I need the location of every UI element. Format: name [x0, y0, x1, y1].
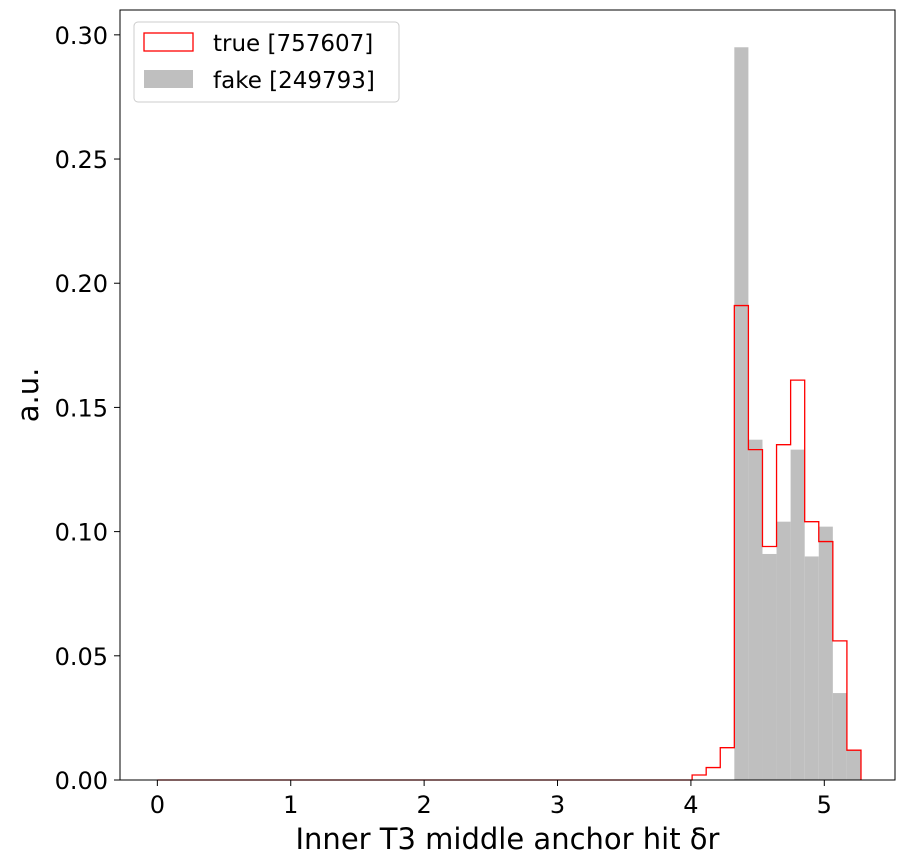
- y-tick-label: 0.10: [55, 519, 108, 547]
- y-axis-label: a.u.: [11, 368, 45, 423]
- fake-bar: [804, 556, 819, 780]
- x-tick-label: 0: [150, 791, 165, 819]
- fake-series-bars: [734, 47, 861, 781]
- y-tick-label: 0.20: [55, 270, 108, 298]
- y-tick-label: 0.00: [55, 767, 108, 795]
- x-axis-ticks: 0 1 2 3 4 5: [150, 780, 832, 819]
- y-tick-label: 0.30: [55, 22, 108, 50]
- legend: true [757607] fake [249793]: [133, 21, 400, 103]
- y-tick-label: 0.15: [55, 394, 108, 422]
- legend-fake-swatch: [144, 70, 193, 88]
- legend-fake-label: fake [249793]: [213, 68, 375, 94]
- x-axis-label: Inner T3 middle anchor hit δr: [296, 822, 720, 856]
- x-tick-label: 2: [416, 791, 431, 819]
- fake-bar: [832, 693, 847, 780]
- fake-bar: [776, 521, 791, 780]
- fake-bar: [818, 526, 833, 780]
- x-tick-label: 4: [683, 791, 698, 819]
- legend-true-label: true [757607]: [213, 31, 373, 57]
- fake-bar: [734, 47, 749, 781]
- plot-frame: [119, 9, 896, 781]
- y-axis-ticks: 0.00 0.05 0.10 0.15 0.20 0.25 0.30: [55, 22, 120, 795]
- fake-bar: [762, 553, 777, 780]
- x-tick-label: 1: [283, 791, 298, 819]
- legend-true-swatch: [143, 32, 194, 52]
- y-tick-label: 0.05: [55, 643, 108, 671]
- fake-bar: [748, 439, 763, 780]
- fake-bar: [846, 750, 861, 780]
- x-tick-label: 5: [817, 791, 832, 819]
- legend-box: [133, 21, 400, 103]
- y-tick-label: 0.25: [55, 146, 108, 174]
- x-tick-label: 3: [550, 791, 565, 819]
- fake-bar: [790, 449, 805, 780]
